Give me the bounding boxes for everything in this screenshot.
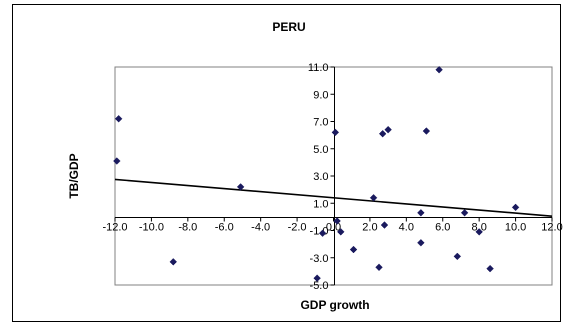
y-tick-label: -1.0 <box>310 226 329 238</box>
y-tick-label: 3.0 <box>313 171 328 183</box>
data-point <box>349 245 358 254</box>
x-tick-label: -12.0 <box>102 222 127 234</box>
x-tick-label: 10.0 <box>505 222 526 234</box>
data-point <box>511 203 520 212</box>
x-tick-label: 12.0 <box>541 222 562 234</box>
trendline-group <box>114 178 553 217</box>
data-points <box>113 65 520 282</box>
x-tick-label: -2.0 <box>288 222 307 234</box>
data-point <box>331 128 340 137</box>
y-axis-title: TB/GDP <box>67 153 81 198</box>
data-point <box>453 252 462 261</box>
data-point <box>475 228 483 236</box>
y-tick-label: 7.0 <box>313 117 328 129</box>
x-tick-label: -4.0 <box>251 222 270 234</box>
chart-title: PERU <box>272 20 305 34</box>
data-point <box>486 264 494 273</box>
y-tick-labels: 11.0 9.0 7.0 5.0 3.0 1.0 -1.0 -3.0 -5.0 <box>308 62 329 292</box>
data-point <box>333 217 341 225</box>
y-tick-label: -3.0 <box>310 253 329 265</box>
y-tick-label: 5.0 <box>313 144 328 156</box>
data-point <box>313 274 321 282</box>
data-point <box>435 65 443 74</box>
data-point <box>113 157 121 165</box>
data-point <box>114 115 123 123</box>
data-point <box>236 183 245 191</box>
x-tick-label: -6.0 <box>215 222 234 234</box>
x-tick-label: 2.0 <box>362 222 377 234</box>
x-tick-label: -8.0 <box>178 222 197 234</box>
y-tick-label: 9.0 <box>313 89 328 101</box>
data-point <box>318 229 327 237</box>
data-point <box>384 125 392 134</box>
axes <box>114 66 553 286</box>
x-tick-label: 6.0 <box>435 222 450 234</box>
data-point <box>378 130 387 138</box>
data-point <box>460 209 469 217</box>
y-tick-label: -5.0 <box>310 280 329 292</box>
x-tick-label: -10.0 <box>139 222 164 234</box>
data-point <box>169 258 178 266</box>
trendline <box>114 178 553 217</box>
x-tick-label: 8.0 <box>472 222 487 234</box>
x-tick-labels: -12.0 -10.0 -8.0 -6.0 -4.0 -2.0 0.0 2.0 4.0 6.0 8.… <box>102 222 562 234</box>
chart-frame <box>12 4 561 322</box>
x-tick-label: 4.0 <box>399 222 414 234</box>
data-point <box>369 194 378 202</box>
y-tick-label: 1.0 <box>313 198 328 210</box>
data-point <box>375 263 383 272</box>
x-axis-title: GDP growth <box>300 298 369 312</box>
y-tick-label: 11.0 <box>308 62 329 74</box>
data-point <box>337 228 345 236</box>
data-point <box>417 239 425 247</box>
data-point <box>422 127 431 135</box>
data-point <box>417 209 425 217</box>
data-point <box>380 221 389 229</box>
